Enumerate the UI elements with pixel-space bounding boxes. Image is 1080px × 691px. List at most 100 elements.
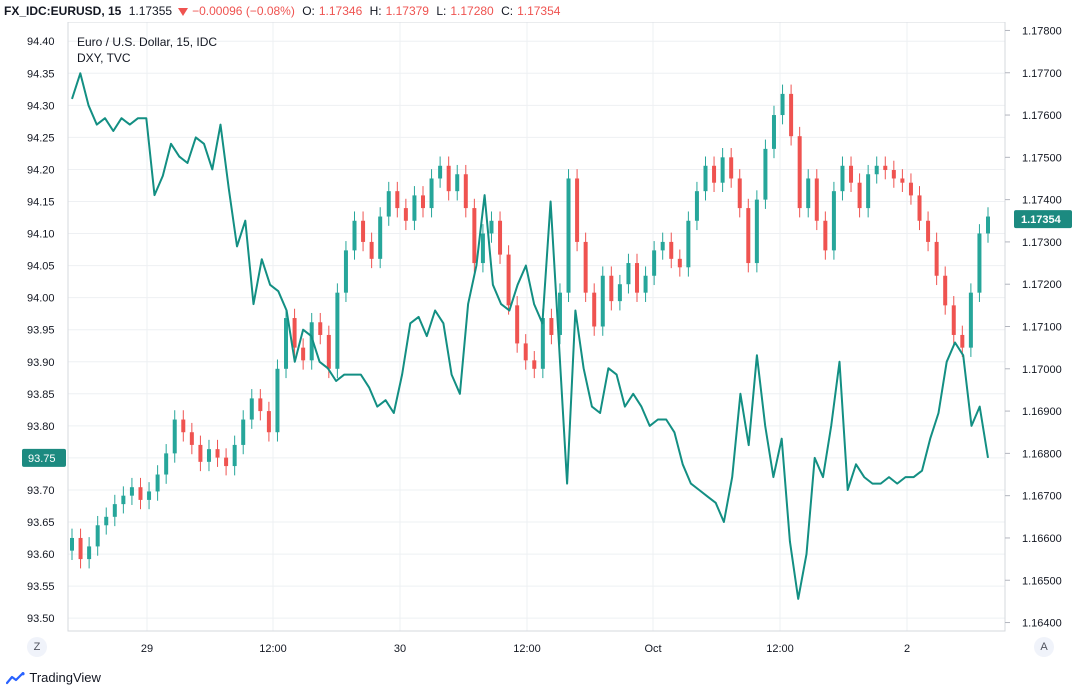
- close-label: C:: [501, 4, 514, 18]
- close-value: 1.17354: [517, 4, 561, 18]
- candle-body: [532, 360, 537, 369]
- left-tick-label: 93.55: [27, 581, 55, 593]
- time-tick-label: 12:00: [259, 643, 287, 655]
- candle-body: [309, 322, 314, 361]
- candle-body: [104, 516, 109, 526]
- candle-body: [677, 258, 682, 268]
- candle-body: [275, 368, 280, 433]
- candle-body: [498, 220, 503, 255]
- candle-body: [703, 165, 708, 192]
- left-tick-label: 93.50: [27, 613, 55, 625]
- candle-body: [189, 432, 194, 445]
- right-tick-label: 1.16500: [1022, 575, 1062, 587]
- candle-body: [429, 178, 434, 209]
- left-tick-label: 93.60: [27, 549, 55, 561]
- candle-body: [438, 165, 443, 179]
- candle-body: [737, 178, 742, 209]
- candle-body: [386, 191, 391, 217]
- candle-body: [694, 191, 699, 221]
- left-tick-label: 94.00: [27, 293, 55, 305]
- candle-body: [549, 318, 554, 335]
- candle-body: [849, 165, 854, 183]
- autoscale-button[interactable]: A: [1034, 637, 1054, 657]
- candle-body: [369, 241, 374, 259]
- candle-body: [857, 182, 862, 209]
- right-tick-label: 1.17700: [1022, 68, 1062, 80]
- candle-body: [412, 195, 417, 221]
- low-value: 1.17280: [450, 4, 494, 18]
- candle-body: [87, 546, 92, 560]
- candle-body: [472, 208, 477, 264]
- symbol-title[interactable]: FX_IDC:EURUSD, 15: [4, 4, 122, 18]
- candle-body: [720, 157, 725, 183]
- candle-body: [891, 170, 896, 179]
- left-tick-label: 94.15: [27, 196, 55, 208]
- grid: [68, 22, 1005, 632]
- left-tick-label: 93.65: [27, 517, 55, 529]
- candle-body: [78, 537, 83, 560]
- candle-body: [874, 165, 879, 175]
- legend-compare-series[interactable]: DXY, TVC: [77, 51, 131, 65]
- candle-body: [95, 525, 100, 547]
- candle-body: [712, 165, 717, 183]
- candle-body: [986, 216, 990, 234]
- candle-body: [249, 398, 254, 420]
- eurusd-candles: [70, 84, 990, 569]
- right-price-axis[interactable]: 1.17800 1.17700 1.17600 1.17500 1.17400 1.173…: [1005, 25, 1062, 630]
- right-tick-label: 1.17500: [1022, 152, 1062, 164]
- time-tick-label: Oct: [644, 643, 661, 655]
- candle-body: [301, 347, 306, 361]
- candle-body: [746, 208, 751, 264]
- left-tick-label: 94.35: [27, 68, 55, 80]
- time-axis[interactable]: 29 12:00 30 12:00 Oct 12:00 2: [141, 643, 910, 655]
- candle-body: [420, 195, 425, 209]
- candle-body: [292, 318, 297, 348]
- candle-body: [395, 191, 400, 209]
- left-tick-label: 94.05: [27, 261, 55, 273]
- candle-body: [455, 174, 460, 192]
- left-tick-label: 94.25: [27, 132, 55, 144]
- candle-body: [840, 165, 845, 192]
- symbol-header: FX_IDC:EURUSD, 15 1.17355 −0.00096 (−0.08…: [0, 0, 1080, 22]
- candle-body: [660, 241, 665, 251]
- candle-body: [523, 343, 528, 361]
- last-price: 1.17355: [128, 4, 173, 18]
- left-tick-label: 94.10: [27, 229, 55, 241]
- right-last-value: 1.17354: [1021, 214, 1062, 226]
- candle-body: [806, 178, 811, 209]
- candle-body: [258, 398, 263, 412]
- candle-body: [960, 334, 965, 348]
- legend-main-series[interactable]: Euro / U.S. Dollar, 15, IDC: [77, 35, 217, 49]
- candle-body: [934, 241, 939, 276]
- left-last-value: 93.75: [28, 453, 56, 465]
- candle-body: [70, 537, 74, 551]
- time-tick-label: 12:00: [766, 643, 794, 655]
- candle-body: [866, 174, 871, 209]
- candle-body: [206, 449, 211, 462]
- time-tick-label: 2: [904, 643, 910, 655]
- candle-body: [164, 453, 169, 475]
- candle-body: [831, 191, 836, 251]
- time-tick-label: 30: [394, 643, 406, 655]
- timezone-button[interactable]: Z: [27, 637, 47, 657]
- candle-body: [215, 449, 220, 458]
- candle-body: [908, 182, 913, 196]
- candle-body: [557, 292, 562, 335]
- candle-body: [771, 115, 776, 149]
- candle-body: [977, 233, 982, 293]
- brand-name: TradingView: [29, 670, 101, 685]
- open-label: O:: [302, 4, 315, 18]
- candle-body: [780, 93, 785, 116]
- candle-body: [575, 178, 580, 242]
- candle-body: [635, 263, 640, 293]
- left-tick-label: 93.90: [27, 357, 55, 369]
- candle-body: [566, 178, 571, 293]
- price-chart[interactable]: 94.40 94.35 94.30 94.25 94.20 94.15 94.10 94.05…: [0, 22, 1080, 662]
- candle-body: [617, 284, 622, 302]
- footer-branding[interactable]: TradingView: [0, 665, 300, 691]
- candle-body: [814, 178, 819, 221]
- left-last-badge: 93.75: [22, 448, 66, 467]
- candle-body: [515, 305, 520, 344]
- candle-body: [480, 233, 485, 264]
- candle-body: [823, 220, 828, 251]
